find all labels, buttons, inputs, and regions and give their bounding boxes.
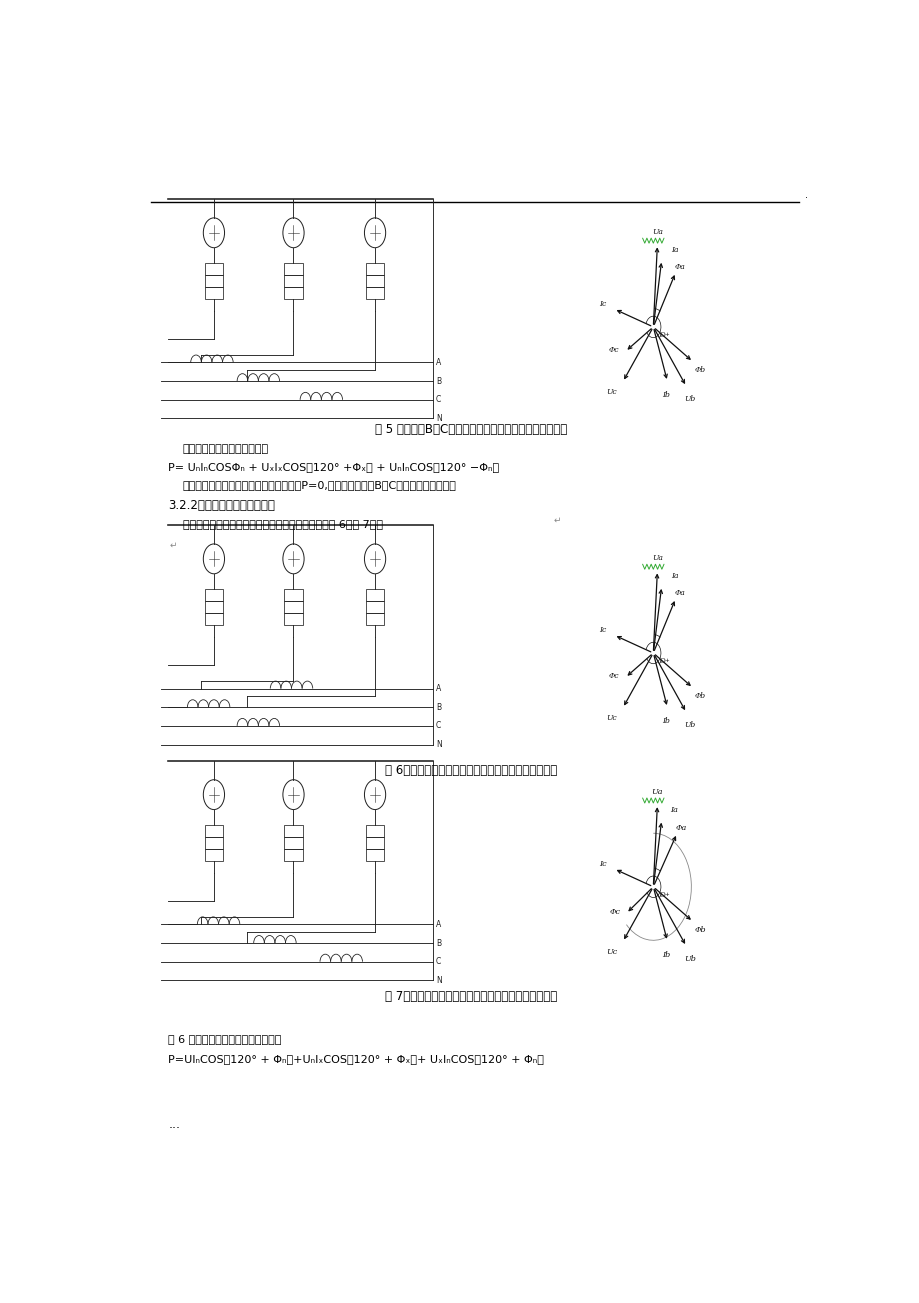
Text: Ic: Ic	[598, 860, 607, 868]
Text: Φc: Φc	[608, 908, 619, 916]
Text: Ub: Ub	[684, 721, 695, 728]
Text: Φa: Φa	[674, 589, 685, 597]
Text: ↵: ↵	[170, 541, 177, 550]
Text: .: .	[804, 189, 807, 199]
Text: N: N	[436, 414, 441, 423]
Text: Uc: Uc	[606, 388, 617, 396]
Text: A: A	[436, 358, 441, 367]
Text: Φa: Φa	[674, 263, 685, 271]
Text: Φb: Φb	[694, 926, 706, 934]
Text: Φb: Φb	[694, 366, 705, 374]
Text: Ib: Ib	[662, 391, 669, 399]
Text: +: +	[664, 332, 669, 336]
Text: P= UₙIₙCOSΦₙ + UₓIₓCOS（120° +Φₓ） + UₙIₙCOS（120° −Φₙ）: P= UₙIₙCOSΦₙ + UₓIₓCOS（120° +Φₓ） + UₙIₙC…	[168, 463, 499, 473]
Text: N: N	[436, 740, 441, 749]
Text: C: C	[436, 722, 441, 731]
Text: Φc: Φc	[607, 345, 618, 353]
Text: 3.2.2三元件电压、电流不同相: 3.2.2三元件电压、电流不同相	[168, 499, 275, 512]
Text: 图 7三元件相电压、电流不同相接线图及向量图（二）: 图 7三元件相电压、电流不同相接线图及向量图（二）	[385, 990, 557, 1002]
Text: C: C	[436, 395, 441, 404]
Text: O: O	[660, 657, 665, 665]
Text: 假设三相负载对称，则此时有功功率为：P=0,即电度表不转。B、C相的分析方法相同。: 假设三相负载对称，则此时有功功率为：P=0,即电度表不转。B、C相的分析方法相同…	[183, 481, 456, 490]
Text: Ia: Ia	[670, 246, 677, 254]
Text: ↵: ↵	[553, 516, 561, 525]
Text: Φa: Φa	[675, 823, 686, 833]
Text: A: A	[436, 920, 441, 929]
Text: Ic: Ic	[599, 300, 607, 308]
Text: +: +	[664, 891, 669, 896]
Text: ...: ...	[168, 1118, 180, 1131]
Text: N: N	[436, 976, 441, 985]
Text: Ib: Ib	[662, 717, 669, 724]
Text: Ua: Ua	[652, 228, 662, 236]
Text: Ua: Ua	[651, 788, 663, 796]
Text: Ia: Ia	[670, 572, 677, 580]
Text: Ia: Ia	[670, 805, 677, 813]
Text: C: C	[436, 958, 441, 966]
Text: 三元件电压、电流不同相的电度表接法及向量图如图 6、图 7所示: 三元件电压、电流不同相的电度表接法及向量图如图 6、图 7所示	[183, 519, 382, 529]
Text: Ic: Ic	[599, 625, 607, 635]
Text: Ib: Ib	[662, 951, 669, 959]
Text: +: +	[664, 658, 669, 663]
Text: B: B	[436, 702, 441, 711]
Text: B: B	[436, 938, 441, 947]
Text: 图 6三元件相电压、电流不同相接线图及向量图（一）: 图 6三元件相电压、电流不同相接线图及向量图（一）	[385, 764, 557, 777]
Text: Ua: Ua	[652, 555, 662, 563]
Text: Ub: Ub	[684, 395, 695, 403]
Text: Φc: Φc	[607, 672, 618, 680]
Text: O: O	[660, 890, 665, 899]
Text: O: O	[660, 331, 665, 339]
Text: 图 6 所示接法中有功功率的计算式为: 图 6 所示接法中有功功率的计算式为	[168, 1035, 281, 1044]
Text: 此时三相有功功率计算式为：: 此时三相有功功率计算式为：	[183, 444, 268, 455]
Text: 图 5 两元件（B、C）相电压、电流不同相接线图及向量图: 图 5 两元件（B、C）相电压、电流不同相接线图及向量图	[375, 422, 567, 435]
Text: B: B	[436, 377, 441, 386]
Text: P=UIₙCOS（120° + Φₙ）+UₙIₓCOS（120° + Φₓ）+ UₓIₙCOS（120° + Φₙ）: P=UIₙCOS（120° + Φₙ）+UₙIₓCOS（120° + Φₓ）+ …	[168, 1054, 544, 1065]
Text: Ub: Ub	[684, 955, 696, 963]
Text: Uc: Uc	[606, 714, 617, 722]
Text: A: A	[436, 684, 441, 693]
Text: Φb: Φb	[694, 692, 705, 700]
Text: Uc: Uc	[606, 949, 617, 956]
